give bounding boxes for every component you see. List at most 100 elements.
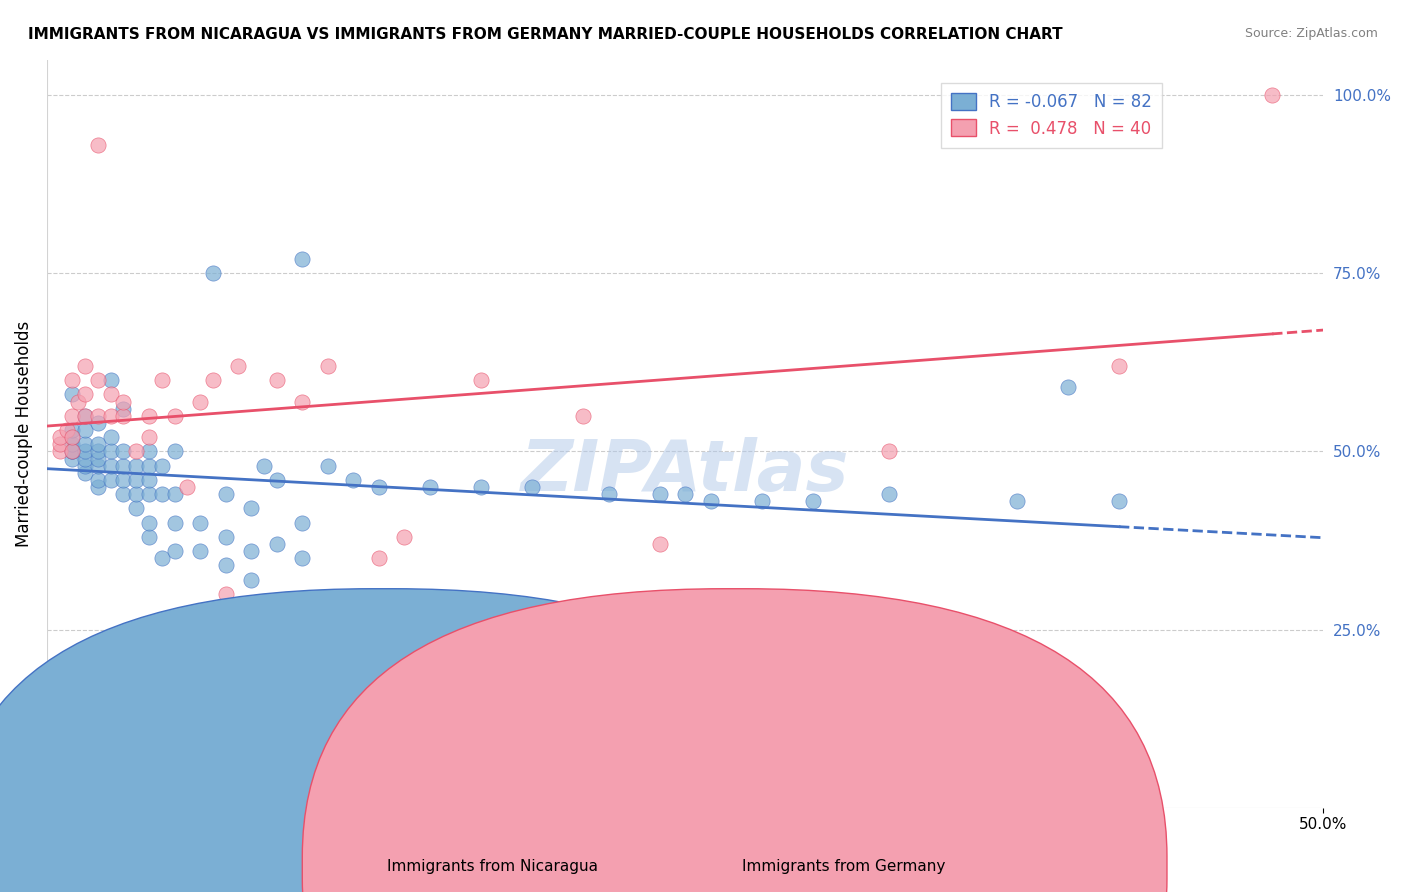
Point (112, 394, 135, 409)
Point (316, 359, 339, 373)
Point (316, 458, 339, 473)
Point (648, 537, 671, 551)
Text: Source: ZipAtlas.com: Source: ZipAtlas.com (1244, 27, 1378, 40)
Point (112, 409, 135, 423)
Point (138, 530, 160, 544)
Point (112, 401, 135, 416)
Point (75, 444, 97, 458)
Point (75, 466, 97, 480)
Point (87, 480, 110, 494)
Point (1057, 380, 1080, 394)
Point (48, 437, 70, 451)
Point (75, 451, 97, 466)
Point (125, 473, 148, 487)
Text: IMMIGRANTS FROM NICARAGUA VS IMMIGRANTS FROM GERMANY MARRIED-COUPLE HOUSEHOLDS C: IMMIGRANTS FROM NICARAGUA VS IMMIGRANTS … (28, 27, 1063, 42)
Point (62, 423, 84, 437)
Point (87, 409, 110, 423)
Point (699, 494, 721, 508)
Point (138, 409, 160, 423)
Point (163, 444, 186, 458)
Point (100, 430, 122, 444)
Point (112, 444, 135, 458)
Point (879, 487, 901, 501)
Point (100, 373, 122, 387)
Point (62, 451, 84, 466)
Point (367, 551, 389, 566)
Point (240, 573, 263, 587)
Point (150, 458, 173, 473)
Point (520, 480, 543, 494)
Point (75, 437, 97, 451)
Point (138, 430, 160, 444)
Legend: R = -0.067   N = 82, R =  0.478   N = 40: R = -0.067 N = 82, R = 0.478 N = 40 (941, 83, 1161, 147)
Point (112, 458, 135, 473)
Point (100, 473, 122, 487)
Point (648, 487, 671, 501)
Point (87, 416, 110, 430)
Point (75, 387, 97, 401)
Point (419, 480, 441, 494)
Point (150, 551, 173, 566)
Point (214, 530, 236, 544)
Point (62, 430, 84, 444)
Point (66, 394, 89, 409)
Point (572, 409, 595, 423)
Point (1005, 494, 1028, 508)
Point (138, 516, 160, 530)
Y-axis label: Married-couple Households: Married-couple Households (15, 320, 32, 547)
Point (100, 458, 122, 473)
Point (125, 444, 148, 458)
Point (291, 516, 314, 530)
Point (87, 437, 110, 451)
Point (125, 501, 148, 516)
Point (100, 387, 122, 401)
Point (75, 409, 97, 423)
Point (342, 473, 364, 487)
Point (673, 487, 696, 501)
Point (163, 544, 186, 558)
Point (87, 138, 110, 153)
Point (1108, 359, 1130, 373)
Point (112, 473, 135, 487)
Point (470, 373, 492, 387)
Point (253, 458, 276, 473)
Point (100, 444, 122, 458)
Point (62, 409, 84, 423)
Point (62, 373, 84, 387)
Point (100, 409, 122, 423)
Point (62, 444, 84, 458)
Point (138, 487, 160, 501)
Point (214, 658, 236, 673)
Point (367, 480, 389, 494)
Point (751, 494, 773, 508)
Point (87, 473, 110, 487)
Point (62, 430, 84, 444)
Point (163, 409, 186, 423)
Point (879, 444, 901, 458)
Point (125, 487, 148, 501)
Point (150, 487, 173, 501)
Point (75, 409, 97, 423)
Point (240, 501, 263, 516)
Point (62, 437, 84, 451)
Point (291, 551, 314, 566)
Text: Immigrants from Nicaragua: Immigrants from Nicaragua (387, 859, 598, 874)
Point (266, 473, 288, 487)
Point (87, 444, 110, 458)
Point (112, 487, 135, 501)
Text: ZIPAtlas: ZIPAtlas (520, 436, 849, 506)
Point (163, 516, 186, 530)
Point (62, 444, 84, 458)
Point (201, 373, 224, 387)
Point (87, 373, 110, 387)
Point (214, 558, 236, 573)
Point (266, 537, 288, 551)
Point (201, 266, 224, 280)
Point (827, 708, 849, 723)
Point (150, 373, 173, 387)
Point (62, 444, 84, 458)
Point (1108, 494, 1130, 508)
Point (87, 458, 110, 473)
Point (48, 444, 70, 458)
Point (188, 394, 211, 409)
